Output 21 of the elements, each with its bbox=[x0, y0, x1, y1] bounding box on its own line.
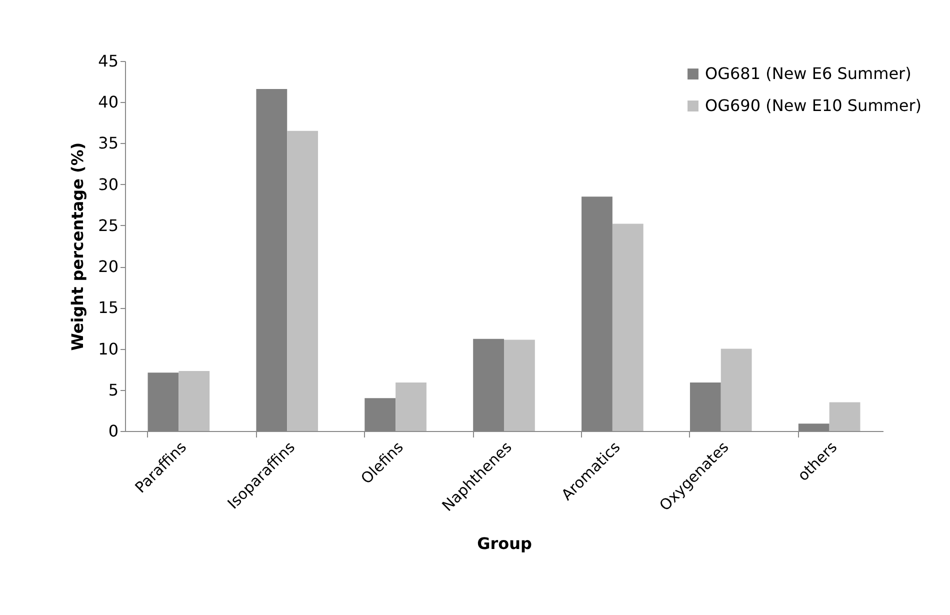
y-tick-label: 0 bbox=[108, 422, 118, 440]
y-tick-label: 15 bbox=[98, 298, 118, 318]
y-tick-label: 30 bbox=[98, 174, 118, 194]
bar bbox=[287, 130, 318, 431]
legend-label: OG690 (New E10 Summer) bbox=[705, 96, 922, 115]
bar bbox=[178, 370, 210, 431]
bar bbox=[720, 348, 752, 431]
y-axis-title: Weight percentage (%) bbox=[68, 142, 88, 351]
bar bbox=[504, 340, 535, 431]
y-tick-label: 10 bbox=[98, 339, 118, 358]
x-axis-title: Group bbox=[477, 534, 532, 554]
y-tick-label: 20 bbox=[98, 257, 118, 276]
y-tick-label: 5 bbox=[108, 380, 118, 400]
legend-label: OG681 (New E6 Summer) bbox=[705, 64, 912, 83]
bar bbox=[396, 382, 426, 431]
y-tick-label: 45 bbox=[98, 52, 118, 70]
y-tick-label: 35 bbox=[98, 134, 118, 153]
y-tick-label: 25 bbox=[98, 216, 118, 235]
bar bbox=[829, 402, 860, 431]
bar bbox=[612, 224, 644, 431]
y-tick-label: 40 bbox=[98, 92, 118, 112]
